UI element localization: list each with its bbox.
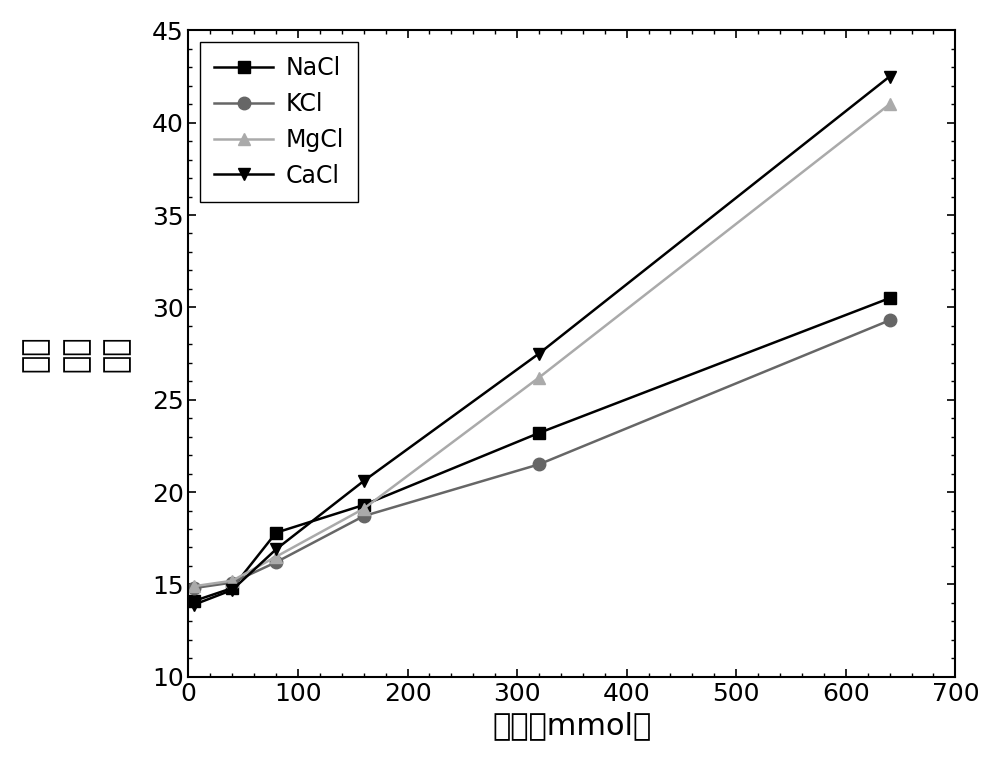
NaCl bbox=[358, 501, 370, 510]
KCl bbox=[226, 578, 238, 587]
CaCl bbox=[188, 600, 200, 610]
MgCl bbox=[188, 581, 200, 591]
MgCl bbox=[226, 576, 238, 585]
MgCl bbox=[884, 100, 896, 109]
X-axis label: 浓度（mmol）: 浓度（mmol） bbox=[492, 712, 652, 740]
CaCl bbox=[270, 545, 282, 554]
Line: MgCl: MgCl bbox=[188, 98, 896, 593]
NaCl bbox=[884, 294, 896, 303]
CaCl bbox=[533, 349, 545, 358]
CaCl bbox=[226, 585, 238, 594]
NaCl bbox=[226, 584, 238, 593]
NaCl bbox=[533, 428, 545, 438]
MgCl bbox=[533, 373, 545, 382]
KCl bbox=[270, 558, 282, 567]
NaCl bbox=[188, 597, 200, 606]
Line: NaCl: NaCl bbox=[188, 292, 896, 607]
MgCl bbox=[358, 504, 370, 513]
Legend: NaCl, KCl, MgCl, CaCl: NaCl, KCl, MgCl, CaCl bbox=[200, 42, 358, 202]
Line: CaCl: CaCl bbox=[188, 70, 896, 611]
CaCl bbox=[358, 476, 370, 486]
KCl bbox=[188, 584, 200, 593]
KCl bbox=[358, 511, 370, 521]
NaCl bbox=[270, 528, 282, 537]
MgCl bbox=[270, 552, 282, 562]
Line: KCl: KCl bbox=[188, 314, 896, 594]
KCl bbox=[533, 460, 545, 469]
CaCl bbox=[884, 72, 896, 81]
Y-axis label: 相对
吸收
系数: 相对 吸收 系数 bbox=[21, 336, 131, 372]
KCl bbox=[884, 316, 896, 325]
